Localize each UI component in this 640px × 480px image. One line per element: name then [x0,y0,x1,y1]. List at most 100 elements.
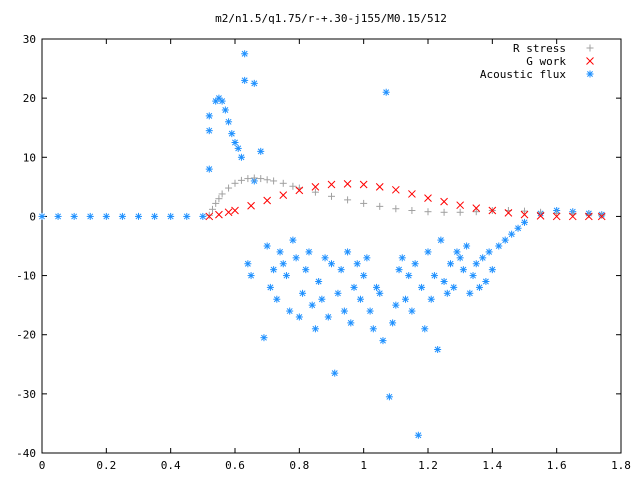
data-point [408,190,416,198]
data-point [205,212,214,221]
data-point [360,199,368,207]
data-point [70,212,78,220]
data-point [459,266,467,274]
data-point [385,393,393,401]
data-point [334,289,342,297]
y-tick-label: 0 [29,210,36,223]
data-point [205,211,213,219]
data-point [263,196,272,205]
data-point [218,97,226,105]
data-point [456,254,464,262]
data-point [408,307,416,315]
data-point [328,260,335,268]
data-point [392,301,400,309]
data-point [102,212,110,220]
data-point [241,76,249,84]
data-point [135,212,142,220]
data-point [391,185,400,194]
data-point [382,88,390,96]
data-point [183,212,191,220]
data-point [343,180,352,188]
data-point [151,212,159,220]
data-point [324,313,332,321]
y-tick-label: -40 [16,447,36,460]
data-point [212,199,220,207]
data-point [54,212,62,220]
data-point [273,295,281,303]
data-point [282,272,290,280]
data-point [225,118,233,126]
legend-label: G work [526,55,566,68]
x-axis: 0 0.2 0.4 0.6 0.8 1 1.2 1.4 1.6 1.8 [39,39,631,472]
data-point [463,242,471,250]
data-point [321,254,329,262]
data-point [241,50,249,58]
data-point [472,260,480,268]
data-point [86,212,94,220]
legend-marker [586,70,594,78]
y-tick-label: -30 [16,388,36,401]
data-point [331,369,339,377]
series-layer [38,50,606,439]
x-tick-label: 1.4 [482,459,502,472]
data-point [315,277,323,285]
data-point [440,208,448,216]
data-point [205,165,213,173]
data-point [568,212,577,221]
data-point [311,325,319,333]
data-point [328,192,335,200]
data-point [389,319,397,327]
data-point [289,182,297,190]
data-point [224,208,233,217]
x-tick-label: 0 [39,459,46,472]
data-point [263,242,271,250]
data-point [244,260,252,268]
data-point [344,248,352,256]
data-point [447,260,455,268]
data-point [376,202,384,210]
legend-label: Acoustic flux [480,68,566,81]
y-tick-label: -20 [16,329,36,342]
plot-frame [41,38,622,454]
data-point [208,205,216,213]
data-point [286,307,294,315]
data-point [421,325,429,333]
data-point [373,283,381,291]
y-axis: -40 -30 -20 -10 0 10 20 30 [16,33,621,460]
y-tick-label: 30 [23,33,36,46]
data-point [375,183,384,191]
data-point [504,209,513,217]
series-g-work [205,180,606,221]
data-point [218,190,226,198]
data-point [501,236,509,244]
data-point [266,283,274,291]
data-point [299,289,307,297]
data-point [401,295,409,303]
data-point [118,212,126,220]
data-point [247,272,255,280]
data-point [270,177,278,185]
data-point [260,334,268,342]
data-point [311,183,320,191]
data-point [472,204,481,213]
data-point [598,211,606,219]
data-point [199,212,207,220]
data-point [347,319,355,327]
data-point [392,205,400,213]
data-point [482,277,490,285]
data-point [295,186,304,195]
data-point [221,106,229,114]
data-point [376,289,384,297]
data-point [263,176,271,184]
data-point [443,289,451,297]
data-point [250,174,258,182]
data-point [395,266,403,274]
data-point [205,127,213,135]
data-point [379,337,387,345]
data-point [537,208,545,216]
data-point [250,79,258,87]
data-point [414,431,422,439]
data-point [536,211,545,220]
data-point [427,295,435,303]
